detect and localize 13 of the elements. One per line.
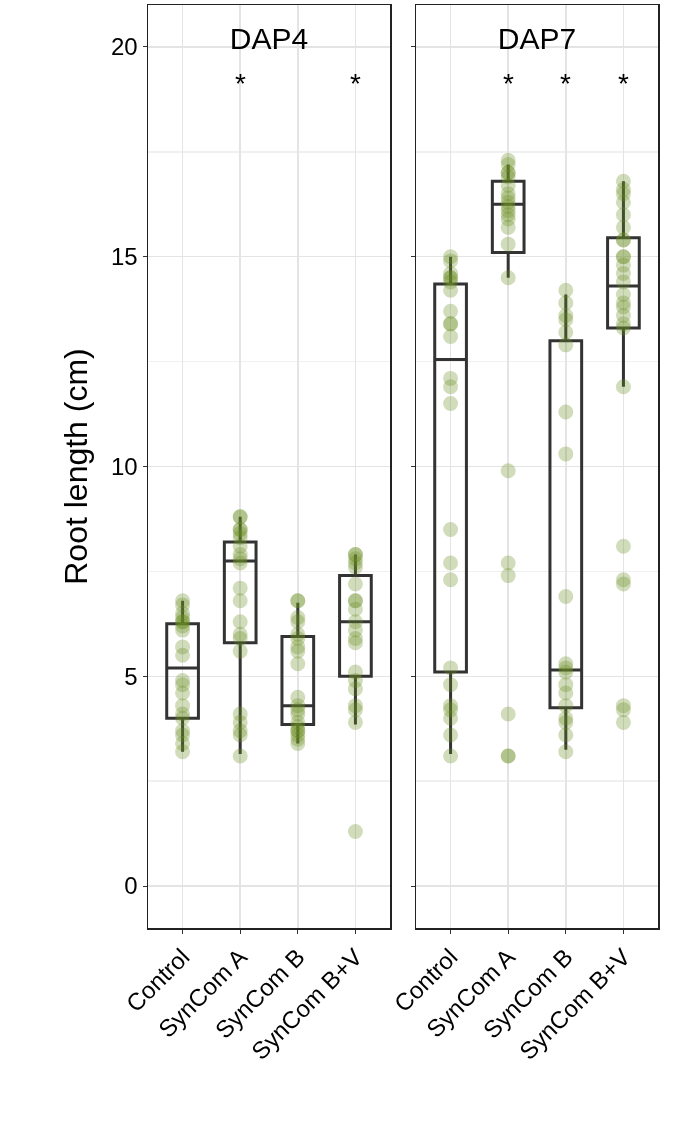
y-tick-label: 5	[124, 662, 138, 690]
annotation: *	[618, 68, 629, 99]
y-axis-title: Root length (cm)	[57, 348, 94, 585]
y-tick-label: 20	[111, 33, 138, 61]
annotation: *	[560, 68, 571, 99]
text: DAP7	[497, 22, 577, 56]
annotation: *	[503, 68, 514, 99]
y-tick-label: 0	[124, 872, 138, 900]
annotation: *	[350, 68, 361, 99]
annotation: *	[235, 68, 246, 99]
y-tick-label: 10	[111, 452, 138, 480]
y-tick-label: 15	[111, 243, 138, 271]
text: DAP4	[229, 22, 309, 56]
